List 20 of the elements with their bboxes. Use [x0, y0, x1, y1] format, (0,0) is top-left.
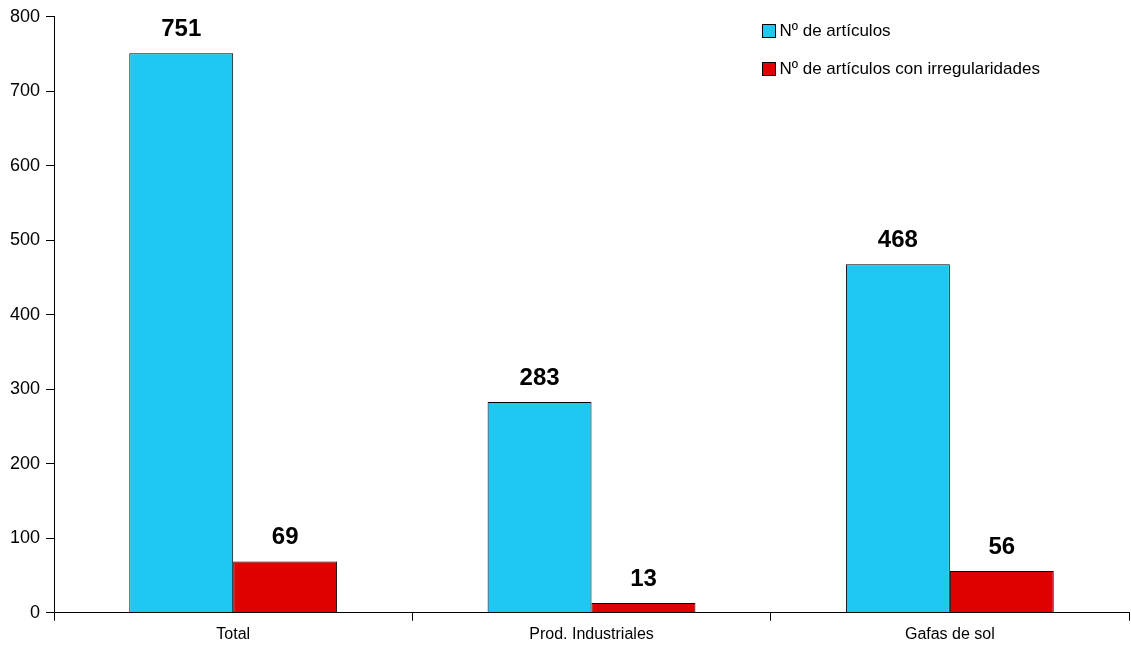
data-label: 751: [161, 13, 202, 41]
y-tick-label: 0: [30, 601, 41, 622]
data-label: 69: [271, 522, 299, 550]
data-label: 13: [630, 563, 657, 591]
x-tick-label: Prod. Industriales: [529, 624, 654, 642]
y-tick-label: 200: [9, 452, 41, 473]
y-tick-label: 500: [9, 229, 41, 250]
y-tick-label: 300: [9, 378, 41, 399]
legend-label: Nº de artículos con irregularidades: [779, 58, 1040, 79]
y-tick-label: 700: [9, 80, 41, 101]
legend-label: Nº de artículos: [779, 20, 891, 41]
y-tick-label: 400: [9, 303, 41, 324]
y-tick-label: 800: [9, 5, 41, 26]
data-label: 283: [519, 362, 560, 390]
x-tick-label: Total: [216, 624, 251, 642]
data-label: 56: [988, 531, 1016, 559]
y-tick-label: 600: [9, 154, 41, 175]
data-label: 468: [877, 224, 918, 252]
x-tick-label: Gafas de sol: [904, 624, 995, 642]
y-tick-label: 100: [9, 527, 41, 548]
